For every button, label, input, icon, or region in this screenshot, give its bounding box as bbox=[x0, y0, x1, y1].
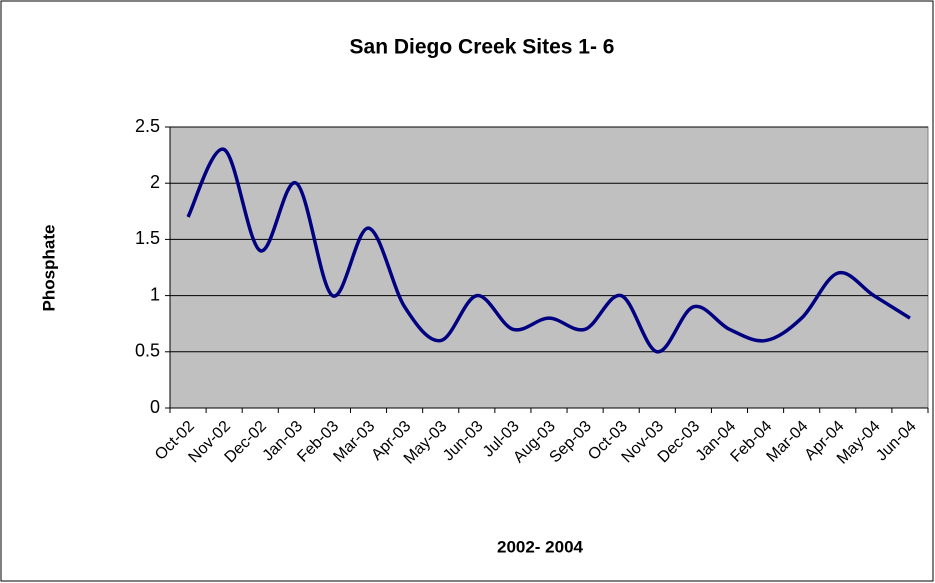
y-tick-label: 2 bbox=[150, 172, 160, 192]
y-tick-label: 2.5 bbox=[135, 116, 160, 136]
data-line bbox=[186, 147, 911, 354]
chart-title: San Diego Creek Sites 1- 6 bbox=[350, 36, 615, 59]
y-tick-label: 1 bbox=[150, 284, 160, 304]
x-axis-label: 2002- 2004 bbox=[497, 537, 584, 556]
y-axis-label: Phosphate bbox=[39, 225, 58, 312]
plot-area bbox=[169, 126, 929, 409]
y-tick-label: 1.5 bbox=[135, 228, 160, 248]
y-tick-label: 0 bbox=[150, 397, 160, 417]
y-tick-label: 0.5 bbox=[135, 341, 160, 361]
